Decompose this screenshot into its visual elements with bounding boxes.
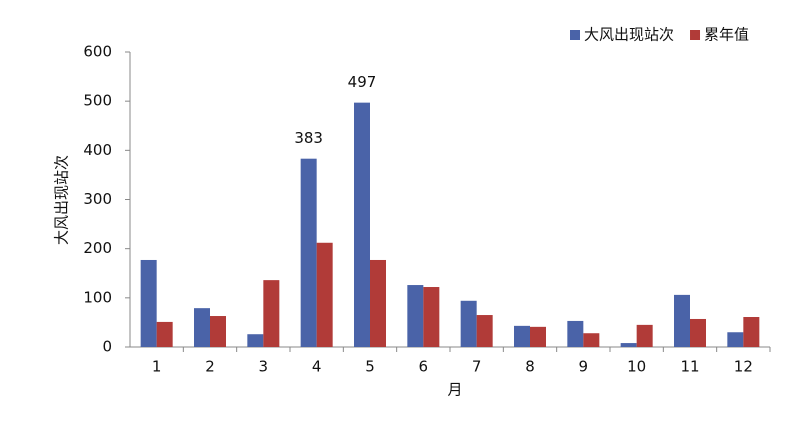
x-axis-label: 月: [447, 381, 462, 399]
bar: [476, 315, 493, 347]
bar: [300, 158, 317, 347]
bar: [674, 294, 690, 347]
x-tick-label: 8: [525, 358, 535, 376]
x-tick-label: 11: [680, 358, 699, 376]
bar: [743, 317, 760, 347]
bar: [583, 333, 600, 347]
x-tick-label: 10: [627, 358, 646, 376]
y-tick-label: 100: [83, 288, 112, 306]
x-tick-label: 9: [579, 358, 589, 376]
bar: [514, 325, 530, 347]
bar: [567, 320, 584, 347]
y-axis-label: 大风出现站次: [53, 155, 71, 245]
x-tick-label: 4: [312, 358, 322, 376]
bar: [407, 285, 424, 347]
data-label: 383: [294, 129, 323, 147]
bar: [140, 259, 157, 347]
bar: [354, 102, 370, 348]
bar: [460, 300, 477, 347]
bar: [316, 242, 333, 347]
bar: [210, 316, 226, 347]
bar: [194, 308, 210, 347]
x-tick-label: 5: [365, 358, 375, 376]
bar: [247, 334, 264, 347]
y-tick-label: 200: [83, 239, 112, 257]
y-tick-label: 300: [83, 190, 112, 208]
x-tick-label: 12: [734, 358, 753, 376]
bar: [156, 321, 173, 347]
legend-label: 累年值: [704, 26, 749, 44]
y-tick-label: 0: [102, 338, 112, 356]
x-tick-label: 7: [472, 358, 482, 376]
legend-swatch: [690, 30, 701, 40]
bar: [636, 324, 653, 347]
x-tick-label: 1: [152, 358, 162, 376]
x-tick-label: 3: [259, 358, 269, 376]
x-tick-label: 6: [419, 358, 429, 376]
y-tick-label: 500: [83, 92, 112, 110]
bar: [690, 318, 706, 347]
bar: [727, 332, 744, 347]
y-tick-label: 400: [83, 141, 112, 159]
bar: [370, 259, 386, 347]
bar: [263, 280, 280, 347]
bar: [530, 326, 546, 347]
x-tick-label: 2: [205, 358, 215, 376]
y-tick-label: 600: [83, 43, 112, 61]
legend-swatch: [570, 30, 580, 40]
data-label: 497: [348, 73, 377, 91]
legend-label: 大风出现站次: [584, 26, 674, 44]
bar: [423, 287, 440, 347]
bar: [620, 343, 637, 347]
